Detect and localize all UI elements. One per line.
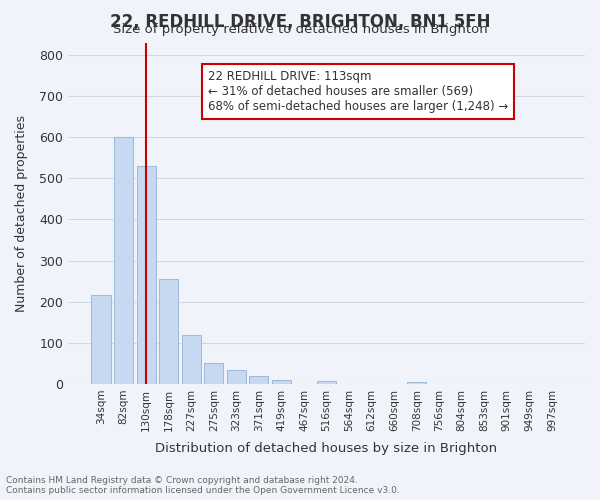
Bar (407, 382, 426, 384)
Bar (272, 380, 291, 384)
Bar (159, 279, 178, 384)
Text: Size of property relative to detached houses in Brighton: Size of property relative to detached ho… (113, 22, 487, 36)
Text: Contains HM Land Registry data © Crown copyright and database right 2024.
Contai: Contains HM Land Registry data © Crown c… (6, 476, 400, 495)
Bar (137, 166, 156, 384)
Bar (227, 370, 246, 384)
Bar (204, 364, 223, 384)
Y-axis label: Number of detached properties: Number of detached properties (15, 114, 28, 312)
X-axis label: Distribution of detached houses by size in Brighton: Distribution of detached houses by size … (155, 442, 497, 455)
Bar (249, 376, 268, 384)
Bar (91, 296, 110, 384)
Bar (317, 380, 336, 384)
Bar (182, 336, 201, 384)
Bar (114, 137, 133, 384)
Text: 22 REDHILL DRIVE: 113sqm
← 31% of detached houses are smaller (569)
68% of semi-: 22 REDHILL DRIVE: 113sqm ← 31% of detach… (208, 70, 508, 113)
Text: 22, REDHILL DRIVE, BRIGHTON, BN1 5FH: 22, REDHILL DRIVE, BRIGHTON, BN1 5FH (110, 12, 490, 30)
